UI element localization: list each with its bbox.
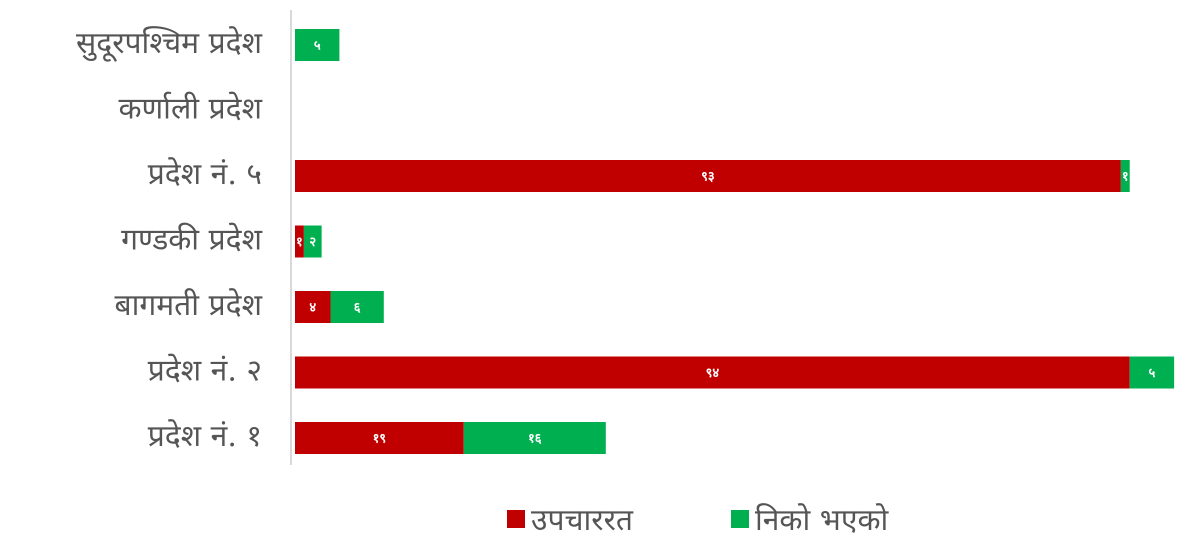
bar-segment xyxy=(295,29,340,61)
data-label: १९ xyxy=(373,432,387,447)
bar-segment xyxy=(1120,160,1130,192)
bar-segment xyxy=(295,356,1130,389)
bars: ५९३ ११ २४ ६९४ ५१९ १६ xyxy=(295,29,1175,454)
data-label: ५ xyxy=(1149,366,1156,381)
bar-segment xyxy=(1129,356,1175,389)
legend-label: निको भएको xyxy=(755,503,889,538)
category-label: गण्डकी प्रदेश xyxy=(121,223,263,258)
category-label: बागमती प्रदेश xyxy=(114,288,262,323)
bar-segment xyxy=(295,291,331,323)
category-label: प्रदेश नं. १ xyxy=(148,419,262,454)
data-label: ४ xyxy=(309,301,316,316)
bar-segment xyxy=(295,225,304,258)
bar-segment xyxy=(463,422,606,454)
data-label: ५ xyxy=(314,39,321,54)
bar-segment xyxy=(330,291,384,323)
legend-swatch xyxy=(507,510,525,528)
category-label: प्रदेश नं. ५ xyxy=(148,157,262,192)
legend-swatch xyxy=(731,510,749,528)
bar-segment xyxy=(295,160,1121,192)
data-label: ९४ xyxy=(706,366,720,381)
data-label: २ xyxy=(309,235,316,250)
legend: उपचाररत निको भएको xyxy=(507,503,889,538)
bar-segment xyxy=(295,422,464,454)
category-label: सुदूरपश्चिम प्रदेश xyxy=(76,26,263,62)
data-label: ६ xyxy=(354,301,361,316)
data-label: १६ xyxy=(528,432,542,447)
category-label: कर्णाली प्रदेश xyxy=(118,92,262,127)
category-label: प्रदेश नं. २ xyxy=(148,354,262,389)
data-label: १ xyxy=(1122,170,1129,185)
data-label: १ xyxy=(296,235,303,250)
bar-segment xyxy=(303,225,322,258)
data-label: ९३ xyxy=(701,170,715,185)
legend-label: उपचाररत xyxy=(531,503,634,538)
category-labels: सुदूरपश्चिम प्रदेश कर्णाली प्रदेश प्रदेश न… xyxy=(76,26,263,454)
